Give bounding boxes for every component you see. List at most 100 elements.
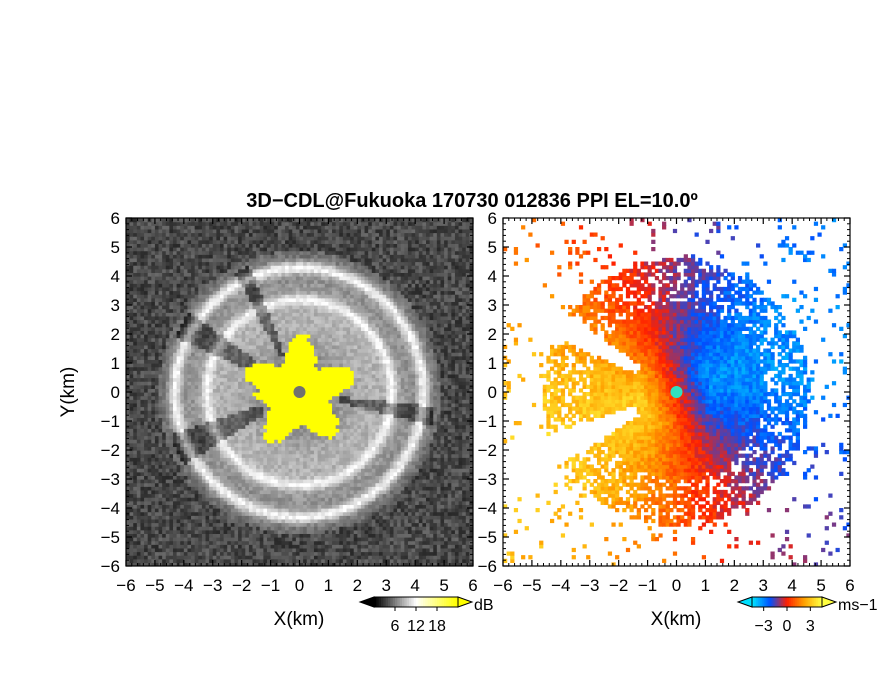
intensity-cell — [230, 377, 236, 382]
intensity-cell — [324, 479, 330, 484]
intensity-cell — [227, 562, 232, 566]
intensity-cell — [335, 388, 340, 393]
intensity-cell — [400, 413, 405, 418]
intensity-cell — [462, 450, 467, 455]
intensity-cell — [299, 399, 304, 404]
intensity-cell — [205, 489, 210, 495]
intensity-cell — [136, 413, 142, 418]
intensity-cell — [447, 453, 452, 458]
intensity-cell — [129, 555, 134, 560]
intensity-cell — [357, 551, 362, 556]
intensity-cell — [321, 526, 326, 531]
intensity-cell — [342, 446, 348, 451]
intensity-cell — [436, 508, 442, 513]
intensity-cell — [158, 551, 163, 556]
intensity-cell — [238, 460, 243, 466]
intensity-cell — [411, 464, 416, 469]
intensity-cell — [469, 439, 473, 444]
intensity-cell — [270, 392, 275, 397]
intensity-cell — [223, 508, 228, 513]
intensity-cell — [172, 471, 178, 476]
intensity-cell — [407, 410, 413, 415]
intensity-cell — [350, 497, 355, 502]
intensity-cell — [447, 493, 452, 498]
intensity-cell — [375, 475, 380, 480]
intensity-cell — [234, 406, 239, 411]
intensity-cell — [194, 489, 199, 495]
intensity-cell — [353, 518, 358, 524]
intensity-cell — [382, 529, 387, 534]
intensity-cell — [292, 384, 297, 389]
intensity-cell — [198, 497, 203, 502]
intensity-cell — [158, 504, 163, 509]
intensity-cell — [339, 537, 344, 542]
intensity-cell — [375, 540, 380, 545]
intensity-cell — [364, 482, 369, 487]
intensity-cell — [386, 515, 391, 520]
intensity-cell — [140, 555, 145, 560]
intensity-cell — [281, 464, 286, 469]
intensity-cell — [165, 479, 170, 484]
intensity-cell — [205, 417, 210, 422]
intensity-cell — [154, 424, 160, 429]
intensity-cell — [310, 518, 315, 524]
intensity-cell — [176, 547, 181, 553]
intensity-cell — [422, 468, 427, 473]
intensity-cell — [415, 457, 420, 462]
intensity-cell — [422, 464, 427, 469]
intensity-cell — [136, 522, 142, 527]
intensity-cell — [342, 489, 348, 495]
intensity-cell — [306, 493, 311, 498]
intensity-cell — [426, 399, 431, 404]
intensity-cell — [252, 489, 257, 495]
intensity-cell — [397, 497, 402, 502]
intensity-cell — [144, 402, 149, 408]
intensity-cell — [154, 482, 160, 487]
intensity-cell — [180, 439, 185, 444]
intensity-cell — [462, 421, 467, 426]
intensity-cell — [451, 486, 456, 491]
intensity-cell — [436, 471, 442, 476]
intensity-cell — [230, 486, 236, 491]
intensity-cell — [375, 555, 380, 560]
intensity-cell — [212, 435, 217, 440]
intensity-cell — [458, 522, 463, 527]
intensity-cell — [440, 471, 445, 476]
intensity-cell — [266, 479, 272, 484]
intensity-cell — [212, 533, 217, 538]
intensity-cell — [295, 399, 301, 404]
intensity-cell — [447, 551, 452, 556]
intensity-cell — [346, 384, 351, 389]
intensity-cell — [285, 558, 290, 563]
intensity-cell — [375, 471, 380, 476]
intensity-cell — [263, 450, 268, 455]
intensity-cell — [274, 377, 279, 382]
intensity-cell — [288, 533, 293, 538]
intensity-cell — [353, 464, 358, 469]
intensity-cell — [144, 555, 149, 560]
intensity-cell — [462, 497, 467, 502]
intensity-cell — [270, 410, 275, 415]
intensity-cell — [360, 428, 366, 433]
intensity-cell — [281, 486, 286, 491]
intensity-cell — [227, 417, 232, 422]
intensity-cell — [227, 497, 232, 502]
intensity-cell — [238, 453, 243, 458]
intensity-cell — [277, 508, 283, 513]
intensity-cell — [465, 406, 470, 411]
intensity-cell — [209, 392, 214, 397]
intensity-cell — [332, 446, 337, 451]
intensity-cell — [274, 392, 279, 397]
intensity-cell — [212, 504, 217, 509]
intensity-cell — [357, 406, 362, 411]
intensity-cell — [183, 544, 189, 549]
intensity-cell — [451, 547, 456, 553]
intensity-cell — [169, 562, 174, 566]
intensity-cell — [281, 431, 286, 437]
intensity-cell — [201, 464, 207, 469]
intensity-cell — [144, 457, 149, 462]
intensity-cell — [375, 395, 380, 400]
intensity-cell — [252, 468, 257, 473]
intensity-cell — [313, 410, 319, 415]
intensity-cell — [274, 471, 279, 476]
